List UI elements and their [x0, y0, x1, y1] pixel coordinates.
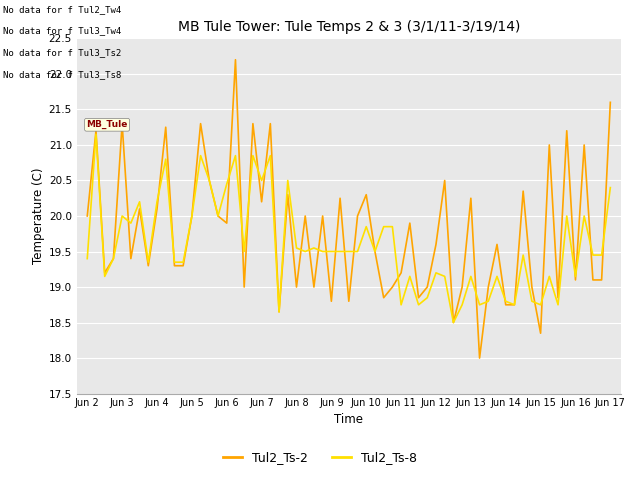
Title: MB Tule Tower: Tule Temps 2 & 3 (3/1/11-3/19/14): MB Tule Tower: Tule Temps 2 & 3 (3/1/11-…: [178, 21, 520, 35]
X-axis label: Time: Time: [334, 413, 364, 426]
Text: No data for f Tul3_Tw4: No data for f Tul3_Tw4: [3, 26, 122, 36]
Y-axis label: Temperature (C): Temperature (C): [31, 168, 45, 264]
Legend: Tul2_Ts-2, Tul2_Ts-8: Tul2_Ts-2, Tul2_Ts-8: [218, 446, 422, 469]
Text: MB_Tule: MB_Tule: [86, 120, 128, 129]
Text: No data for f Tul3_Ts2: No data for f Tul3_Ts2: [3, 48, 122, 57]
Text: No data for f Tul3_Ts8: No data for f Tul3_Ts8: [3, 70, 122, 79]
Text: No data for f Tul2_Tw4: No data for f Tul2_Tw4: [3, 5, 122, 14]
